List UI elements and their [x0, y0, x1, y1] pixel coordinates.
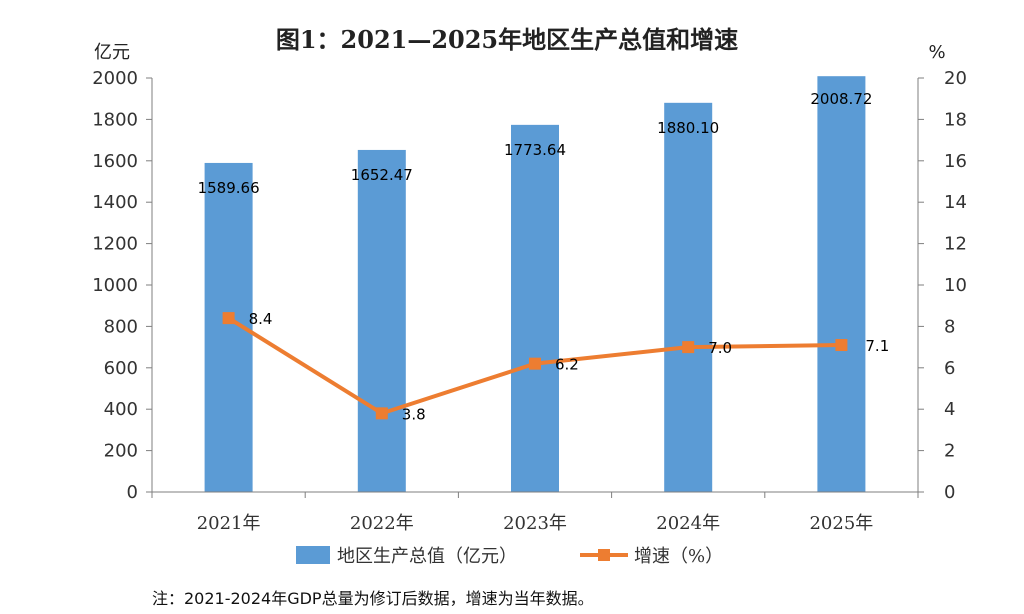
legend-label-gdp: 地区生产总值（亿元） — [337, 546, 517, 567]
right-tick-label: 14 — [944, 192, 967, 213]
x-tick-label: 2023年 — [503, 513, 567, 534]
left-tick-label: 1000 — [92, 275, 138, 296]
left-tick-label: 400 — [104, 399, 138, 420]
bar-value-label: 1589.66 — [198, 179, 260, 197]
bar-value-label: 1880.10 — [657, 119, 719, 137]
left-tick-label: 200 — [104, 441, 138, 462]
bar-3 — [664, 102, 713, 492]
x-tick-label: 2024年 — [656, 513, 720, 534]
bar-2 — [511, 124, 559, 493]
bar-value-label: 1652.47 — [351, 166, 413, 184]
left-axis-unit: 亿元 — [94, 42, 130, 63]
axes: 0 200 400 600 800 1000 1200 1400 1600 1800 2000 0 2 4… — [92, 68, 967, 534]
right-tick-label: 6 — [944, 358, 955, 379]
left-tick-label: 800 — [104, 316, 138, 337]
legend-marker-growth — [598, 549, 610, 561]
growth-value-label: 8.4 — [249, 310, 273, 328]
right-tick-label: 18 — [944, 109, 967, 130]
left-tick-label: 1400 — [92, 192, 138, 213]
growth-value-label: 7.1 — [865, 337, 889, 355]
bar-value-label: 1773.64 — [504, 141, 566, 159]
growth-marker-4 — [835, 339, 848, 352]
legend-label-growth: 增速（%） — [634, 546, 723, 567]
right-tick-label: 4 — [944, 399, 955, 420]
growth-marker-1 — [375, 407, 388, 420]
left-tick-label: 1800 — [92, 109, 138, 130]
right-tick-label: 2 — [944, 441, 955, 462]
growth-marker-3 — [682, 341, 695, 354]
bar-1 — [357, 149, 406, 492]
chart-title: 图1：2021—2025年地区生产总值和增速 — [276, 25, 738, 54]
right-tick-label: 20 — [944, 68, 967, 89]
left-tick-label: 1200 — [92, 234, 138, 255]
legend: 地区生产总值（亿元） 增速（%） — [296, 546, 723, 567]
right-tick-label: 0 — [944, 482, 955, 503]
growth-value-label: 6.2 — [555, 356, 579, 374]
left-tick-label: 2000 — [92, 68, 138, 89]
left-tick-label: 600 — [104, 358, 138, 379]
line-series — [222, 312, 848, 420]
legend-swatch-gdp — [296, 546, 330, 564]
x-tick-label: 2021年 — [197, 513, 261, 534]
x-tick-label: 2022年 — [350, 513, 414, 534]
growth-marker-2 — [529, 357, 541, 370]
right-tick-label: 16 — [944, 151, 967, 172]
right-tick-label: 10 — [944, 275, 967, 296]
growth-value-label: 7.0 — [708, 339, 732, 357]
bar-4 — [817, 76, 866, 493]
right-tick-label: 8 — [944, 316, 955, 337]
left-tick-label: 1600 — [92, 151, 138, 172]
right-axis-unit: % — [928, 42, 945, 63]
bar-value-label: 2008.72 — [810, 90, 872, 108]
growth-marker-0 — [222, 312, 235, 325]
bar-series — [204, 76, 866, 493]
right-tick-label: 12 — [944, 234, 967, 255]
growth-value-label: 3.8 — [402, 405, 426, 423]
data-labels: 1589.66 1652.47 1773.64 1880.10 2008.72 8.4 3.… — [198, 90, 890, 423]
footnote: 注：2021-2024年GDP总量为修订后数据，增速为当年数据。 — [152, 589, 594, 608]
x-tick-label: 2025年 — [809, 513, 873, 534]
left-tick-label: 0 — [127, 482, 138, 503]
